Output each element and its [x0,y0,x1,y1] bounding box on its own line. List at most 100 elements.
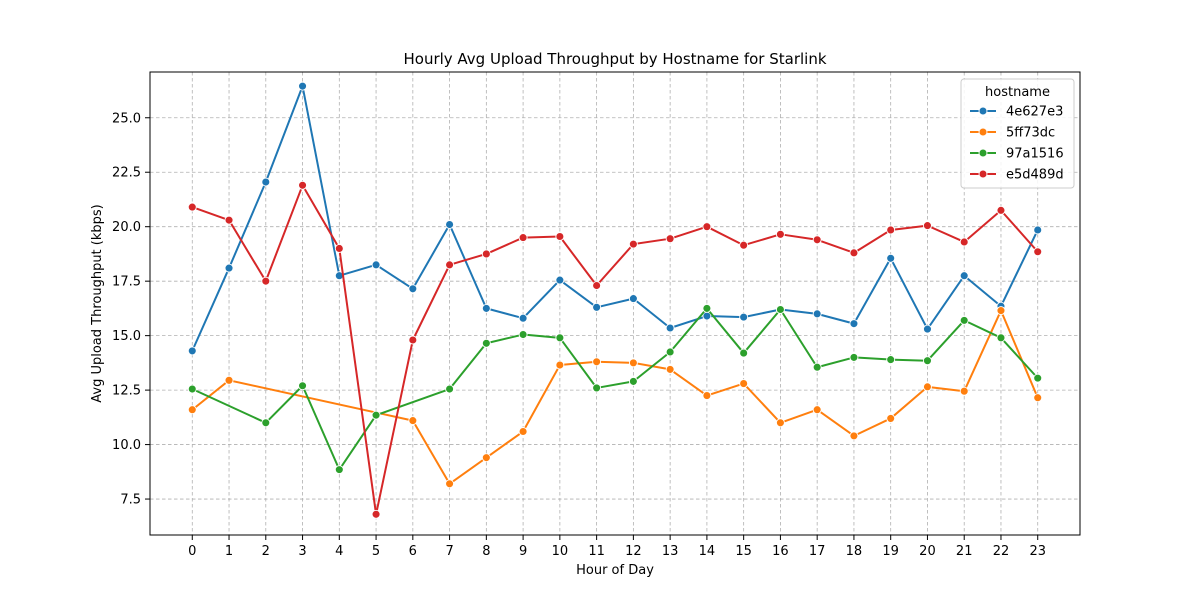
data-point [481,338,491,348]
data-point [665,347,675,357]
x-tick-label: 17 [809,544,826,559]
data-point [371,509,381,519]
data-point [702,303,712,313]
data-point [592,383,602,393]
data-point [702,222,712,232]
x-tick-label: 3 [298,544,306,559]
data-point [665,364,675,374]
series-line [191,184,1039,516]
x-tick-label: 23 [1029,544,1046,559]
data-point [371,410,381,420]
data-point [923,356,932,366]
x-tick-label: 11 [588,544,605,559]
legend-label: 5ff73dc [1006,126,1055,141]
data-point [224,215,234,225]
data-point [298,381,307,391]
data-point [298,81,307,91]
data-point [555,333,565,343]
legend-label: e5d489d [1006,168,1064,183]
x-axis-label: Hour of Day [576,563,654,578]
data-point [923,221,932,231]
x-tick-label: 18 [846,544,863,559]
series-97a1516 [187,303,1043,475]
y-tick-label: 12.5 [112,384,141,399]
data-point [408,416,418,426]
series-line [191,307,1039,471]
x-tick-label: 0 [188,544,196,559]
y-tick-label: 7.5 [120,493,141,508]
x-tick-label: 20 [919,544,936,559]
data-point [628,376,638,386]
legend-box [960,78,1075,189]
legend-title: hostname [985,85,1050,100]
data-point [628,358,638,368]
y-tick-label: 22.5 [112,166,141,181]
data-point [408,284,418,294]
data-point [849,319,859,329]
legend: hostname 4e627e3 5ff73dc 97a1516 e5d489d [960,78,1075,189]
x-tick-label: 8 [482,544,490,559]
x-tick-label: 1 [225,544,233,559]
data-point [481,453,491,463]
data-point [886,355,896,365]
x-tick-label: 7 [445,544,453,559]
series-line [191,85,1039,352]
data-point [592,357,602,367]
data-point [628,294,638,304]
data-point [959,271,969,281]
legend-swatch-marker [978,127,988,137]
legend-item: 5ff73dc [970,126,1055,141]
x-tick-label: 16 [772,544,789,559]
x-tick-label: 13 [662,544,679,559]
data-point [408,335,418,345]
x-tick-label: 19 [882,544,899,559]
data-point [665,323,675,333]
legend-label: 4e627e3 [1006,105,1063,120]
data-point [739,379,749,389]
data-point [739,348,749,358]
x-tick-label: 14 [699,544,716,559]
legend-items: 4e627e3 5ff73dc 97a1516 e5d489d [970,105,1064,183]
x-tick-label: 22 [993,544,1010,559]
data-point [812,235,822,245]
x-tick-label: 6 [409,544,417,559]
data-point [334,465,344,475]
data-point [849,431,859,441]
legend-swatch-marker [978,148,988,158]
series-e5d489d [187,180,1043,519]
data-point [555,360,565,370]
data-point [592,281,602,290]
data-point [518,427,528,436]
x-tick-label: 21 [956,544,973,559]
data-point [959,237,969,247]
data-point [592,302,602,312]
x-tick-label: 15 [735,544,752,559]
legend-item: 4e627e3 [970,105,1063,120]
data-point [739,240,749,250]
data-point [518,313,528,323]
data-point [1033,393,1043,403]
data-point [996,306,1006,316]
data-point [886,413,896,423]
y-tick-label: 10.0 [112,438,141,453]
data-point [187,405,197,415]
data-point [445,384,455,394]
data-point [849,248,859,258]
axis-ticks: 0 1 2 3 4 5 6 7 8 9 10 11 12 13 14 15 16 17 18 19 20 21 22 237.… [112,111,1046,559]
data-point [739,312,749,322]
data-point [261,177,271,187]
x-tick-label: 4 [335,544,343,559]
data-point [261,418,271,428]
x-tick-label: 5 [372,544,380,559]
x-tick-label: 10 [552,544,569,559]
data-point [775,418,785,428]
data-point [555,232,565,241]
data-point [996,333,1006,343]
x-tick-label: 2 [262,544,270,559]
legend-swatch-marker [978,169,988,179]
axes-frame [149,71,1081,536]
data-point [334,244,344,253]
data-point [298,180,307,190]
data-point [518,330,528,339]
data-point [812,362,822,372]
